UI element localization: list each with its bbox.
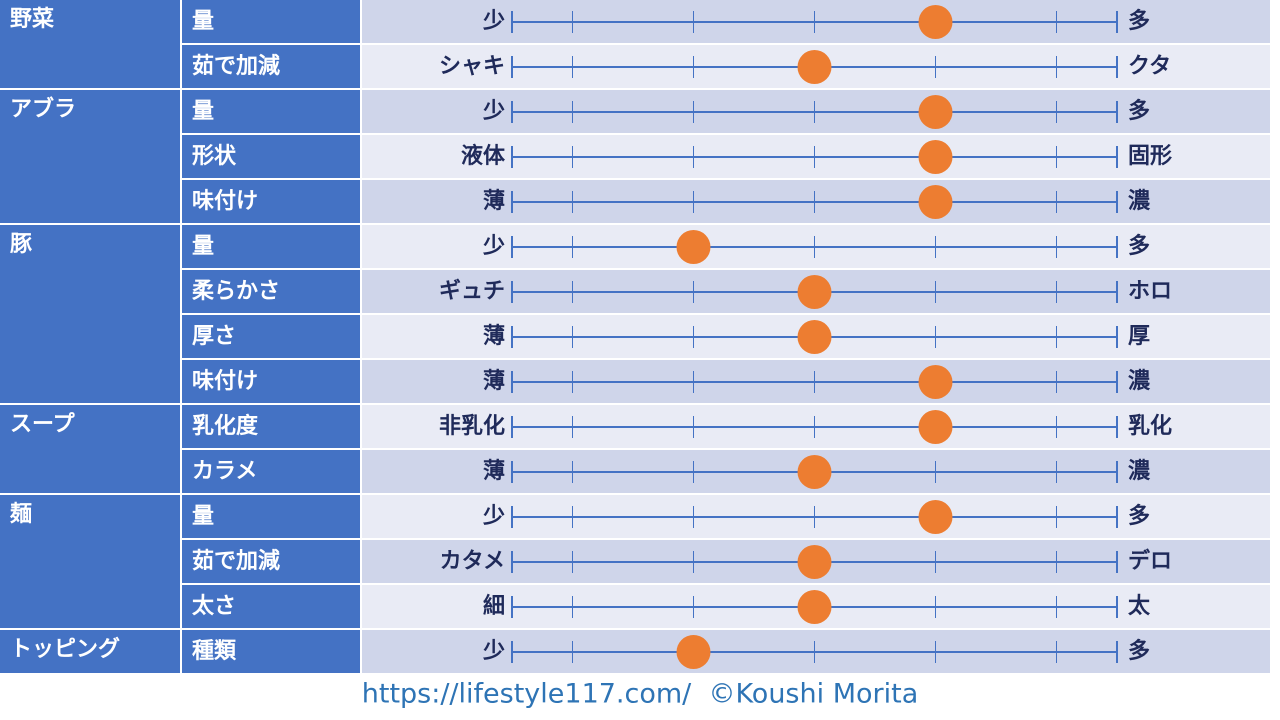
right-label: クタ (1128, 54, 1171, 79)
group-label: 麺 (9, 501, 32, 527)
item-cell (182, 315, 360, 358)
value-dot (797, 545, 832, 579)
left-label: 薄 (483, 189, 505, 214)
group-cell (0, 630, 180, 673)
item-label: 茹で加減 (192, 54, 280, 79)
group-label: アブラ (10, 96, 76, 122)
group-label: 野菜 (10, 7, 54, 32)
group-label: 豚 (10, 232, 32, 257)
item-label: 柔らかさ (192, 279, 280, 304)
item-label: 量 (192, 234, 214, 259)
value-dot (918, 410, 953, 444)
left-label: 少 (482, 639, 505, 664)
value-dot (676, 230, 711, 264)
item-cell (182, 180, 360, 223)
item-cell (182, 540, 360, 583)
value-dot (797, 590, 832, 624)
right-label: 多 (1128, 233, 1150, 259)
right-label: 濃 (1128, 189, 1151, 214)
left-label: 薄 (483, 369, 505, 394)
group-cell (0, 405, 180, 493)
item-label: カラメ (192, 459, 257, 484)
value-dot (918, 95, 953, 129)
value-dot (676, 635, 711, 669)
left-label: 細 (483, 593, 505, 619)
left-label: カタメ (440, 549, 505, 574)
item-label: 形状 (192, 144, 237, 169)
value-dot (918, 500, 953, 534)
right-label: 濃 (1128, 459, 1151, 484)
right-label: 太 (1128, 594, 1151, 619)
item-cell (182, 630, 360, 673)
value-dot (797, 320, 832, 354)
group-cell (0, 0, 180, 88)
value-dot (918, 365, 953, 399)
right-label: ホロ (1128, 279, 1172, 304)
left-label: 液体 (461, 143, 506, 169)
left-label: 非乳化 (439, 413, 505, 439)
left-label: 少 (482, 504, 505, 529)
item-cell (182, 495, 360, 538)
value-dot (797, 275, 832, 309)
item-label: 厚さ (192, 324, 236, 349)
left-label: シャキ (439, 54, 505, 79)
right-label: 固形 (1128, 144, 1172, 169)
left-label: 薄 (483, 459, 505, 484)
item-cell (182, 225, 360, 268)
item-label: 味付け (192, 369, 258, 394)
item-label: 太さ (192, 594, 236, 619)
item-label: 味付け (192, 189, 258, 214)
item-cell (182, 45, 360, 88)
item-cell (182, 270, 360, 313)
group-label: トッピング (10, 636, 120, 662)
value-dot (918, 185, 953, 219)
value-dot (918, 140, 953, 174)
item-label: 種類 (192, 639, 237, 664)
value-dot (797, 455, 832, 489)
item-cell (182, 450, 360, 493)
value-dot (918, 5, 953, 39)
item-cell (182, 90, 360, 133)
left-label: 薄 (483, 324, 505, 349)
right-label: 濃 (1128, 369, 1151, 394)
right-label: 厚 (1128, 324, 1150, 349)
item-label: 量 (192, 9, 214, 34)
group-cell (0, 225, 180, 403)
right-label: 多 (1128, 503, 1150, 529)
right-label: 多 (1128, 8, 1150, 34)
item-label: 乳化度 (192, 413, 259, 439)
footer: https://lifestyle117.com/ ©Koushi Morita (362, 679, 919, 710)
group-label: スープ (10, 412, 76, 437)
right-label: デロ (1128, 548, 1172, 574)
item-cell (182, 585, 360, 628)
left-label: 少 (482, 9, 505, 34)
group-cell (0, 90, 180, 223)
item-label: 量 (192, 99, 214, 124)
left-label: ギュチ (439, 279, 505, 304)
item-label: 量 (192, 504, 214, 529)
item-cell (182, 360, 360, 403)
item-cell (182, 135, 360, 178)
item-cell (182, 405, 360, 448)
right-label: 多 (1128, 98, 1150, 124)
group-cell (0, 495, 180, 628)
item-cell (182, 0, 360, 43)
right-label: 乳化 (1128, 413, 1172, 439)
item-label: 茹で加減 (192, 549, 280, 574)
value-dot (797, 50, 832, 84)
left-label: 少 (482, 99, 505, 124)
left-label: 少 (482, 234, 505, 259)
right-label: 多 (1128, 638, 1150, 664)
